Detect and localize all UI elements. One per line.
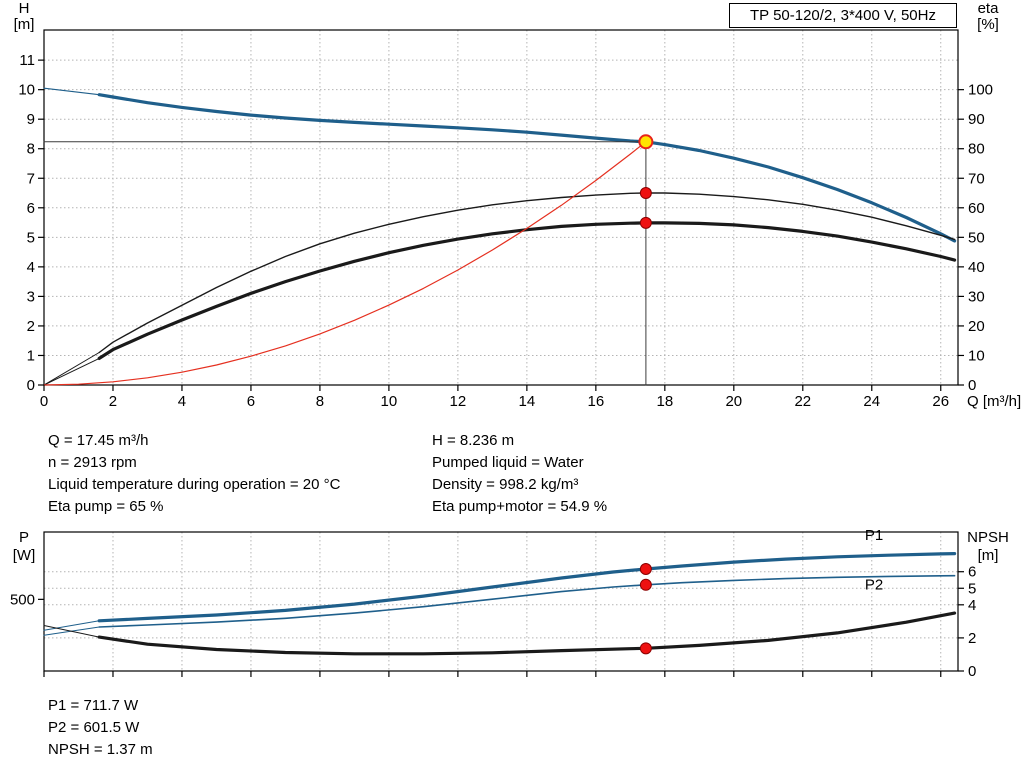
y-right-tick-label: 90 xyxy=(968,111,985,128)
p1-curve-label: P1 xyxy=(865,530,883,544)
x-tick-label: 2 xyxy=(109,393,117,410)
y-right-axis-title: [%] xyxy=(977,16,999,33)
x-tick-label: 0 xyxy=(40,393,48,410)
info-eta-pump: Eta pump = 65 % xyxy=(48,498,164,515)
p1-curve xyxy=(97,552,957,623)
eta-pump-duty-marker xyxy=(639,187,652,200)
eta-pump-extension-curve xyxy=(43,352,100,386)
y-left-tick-label: 500 xyxy=(10,591,35,608)
info-speed: n = 2913 rpm xyxy=(48,454,137,471)
x-tick-label: 26 xyxy=(932,393,949,410)
pump-designation: TP 50-120/2, 3*400 V, 50Hz xyxy=(750,7,936,24)
y-left-tick-label: 7 xyxy=(27,170,35,187)
result-p2: P2 = 601.5 W xyxy=(48,719,140,736)
y-left-tick-label: 9 xyxy=(27,111,35,128)
y-right-tick-label: 80 xyxy=(968,141,985,158)
x-tick-label: 24 xyxy=(863,393,880,410)
info-flow: Q = 17.45 m³/h xyxy=(48,432,149,449)
info-head: H = 8.236 m xyxy=(432,432,515,449)
y-right-axis-title: [m] xyxy=(978,547,999,564)
y-right-axis-title: eta xyxy=(978,0,1000,17)
duty-point-marker[interactable] xyxy=(638,134,654,150)
y-left-tick-label: 10 xyxy=(18,82,35,99)
y-right-tick-label: 0 xyxy=(968,377,976,394)
x-tick-label: 14 xyxy=(519,393,536,410)
pump-designation-box: TP 50-120/2, 3*400 V, 50Hz xyxy=(729,3,957,28)
operating-data-right-column: H = 8.236 m Pumped liquid = Water Densit… xyxy=(432,430,607,518)
y-right-tick-label: 4 xyxy=(968,597,976,614)
pump-head-curve xyxy=(97,93,957,243)
eta-pump-curve xyxy=(98,192,956,354)
y-right-tick-label: 30 xyxy=(968,288,985,305)
x-tick-label: 20 xyxy=(725,393,742,410)
y-right-tick-label: 10 xyxy=(968,347,985,364)
info-density: Density = 998.2 kg/m³ xyxy=(432,476,579,493)
info-temperature: Liquid temperature during operation = 20… xyxy=(48,476,341,493)
y-left-axis-title: [m] xyxy=(14,16,35,33)
x-tick-label: 22 xyxy=(794,393,811,410)
npsh-curve xyxy=(97,611,957,656)
y-left-axis-title: [W] xyxy=(13,547,36,564)
y-right-tick-label: 6 xyxy=(968,564,976,581)
result-block: P1 = 711.7 W P2 = 601.5 W NPSH = 1.37 m xyxy=(48,695,153,761)
p1-extension-curve xyxy=(43,620,100,631)
info-eta-pump-motor: Eta pump+motor = 54.9 % xyxy=(432,498,608,515)
power-npsh-chart[interactable]: P1 P2 500 0 2 456 P[W] NPSH[m] xyxy=(0,530,1024,695)
y-left-tick-label: 11 xyxy=(19,52,35,69)
y-right-tick-label: 5 xyxy=(968,580,976,597)
y-right-tick-label: 2 xyxy=(968,630,976,647)
y-left-axis-title: P xyxy=(19,530,29,546)
y-right-tick-label: 60 xyxy=(968,200,985,217)
y-left-tick-label: 2 xyxy=(27,318,35,335)
y-right-tick-label: 70 xyxy=(968,170,985,187)
y-right-axis-title: NPSH xyxy=(967,530,1009,546)
y-left-tick-label: 1 xyxy=(27,347,35,364)
x-tick-label: 10 xyxy=(381,393,398,410)
x-tick-label: 18 xyxy=(656,393,673,410)
pump-head-extension-curve xyxy=(43,87,100,96)
npsh-extension-curve xyxy=(43,625,100,638)
x-tick-label: 6 xyxy=(247,393,255,410)
y-left-axis-title: H xyxy=(19,0,30,17)
eta-pump-motor-curve xyxy=(97,221,957,360)
eta-pump-motor-duty-marker xyxy=(639,216,652,229)
y-right-tick-label: 0 xyxy=(968,663,976,680)
x-tick-label: 12 xyxy=(450,393,467,410)
p2-duty-marker xyxy=(639,578,652,591)
y-right-tick-label: 50 xyxy=(968,229,985,246)
y-left-tick-label: 0 xyxy=(27,377,35,394)
x-tick-label: 16 xyxy=(588,393,605,410)
npsh-duty-marker xyxy=(639,642,652,655)
hq-eta-chart[interactable]: 0 2 4 6 8 10 12 14 16 18 20 22 24 2601234567891011010… xyxy=(0,0,1024,425)
result-npsh: NPSH = 1.37 m xyxy=(48,741,153,758)
info-liquid: Pumped liquid = Water xyxy=(432,454,584,471)
axis-frame xyxy=(43,531,959,672)
x-tick-label: 8 xyxy=(316,393,324,410)
x-tick-label: 4 xyxy=(178,393,186,410)
operating-data-left-column: Q = 17.45 m³/h n = 2913 rpm Liquid tempe… xyxy=(48,430,340,518)
y-left-tick-label: 8 xyxy=(27,141,35,158)
eta-pump-motor-extension-curve xyxy=(43,357,100,386)
y-left-tick-label: 4 xyxy=(27,259,35,276)
y-left-tick-label: 3 xyxy=(27,288,35,305)
y-right-tick-label: 20 xyxy=(968,318,985,335)
result-p1: P1 = 711.7 W xyxy=(48,697,139,714)
p2-curve-label: P2 xyxy=(865,576,883,593)
system-curve-curve xyxy=(43,141,647,386)
p2-curve xyxy=(98,574,956,628)
x-axis-title: Q [m³/h] xyxy=(967,393,1021,410)
y-right-tick-label: 100 xyxy=(968,82,993,99)
y-left-tick-label: 6 xyxy=(27,200,35,217)
y-left-tick-label: 5 xyxy=(27,229,35,246)
p1-duty-marker xyxy=(639,563,652,576)
y-right-tick-label: 40 xyxy=(968,259,985,276)
